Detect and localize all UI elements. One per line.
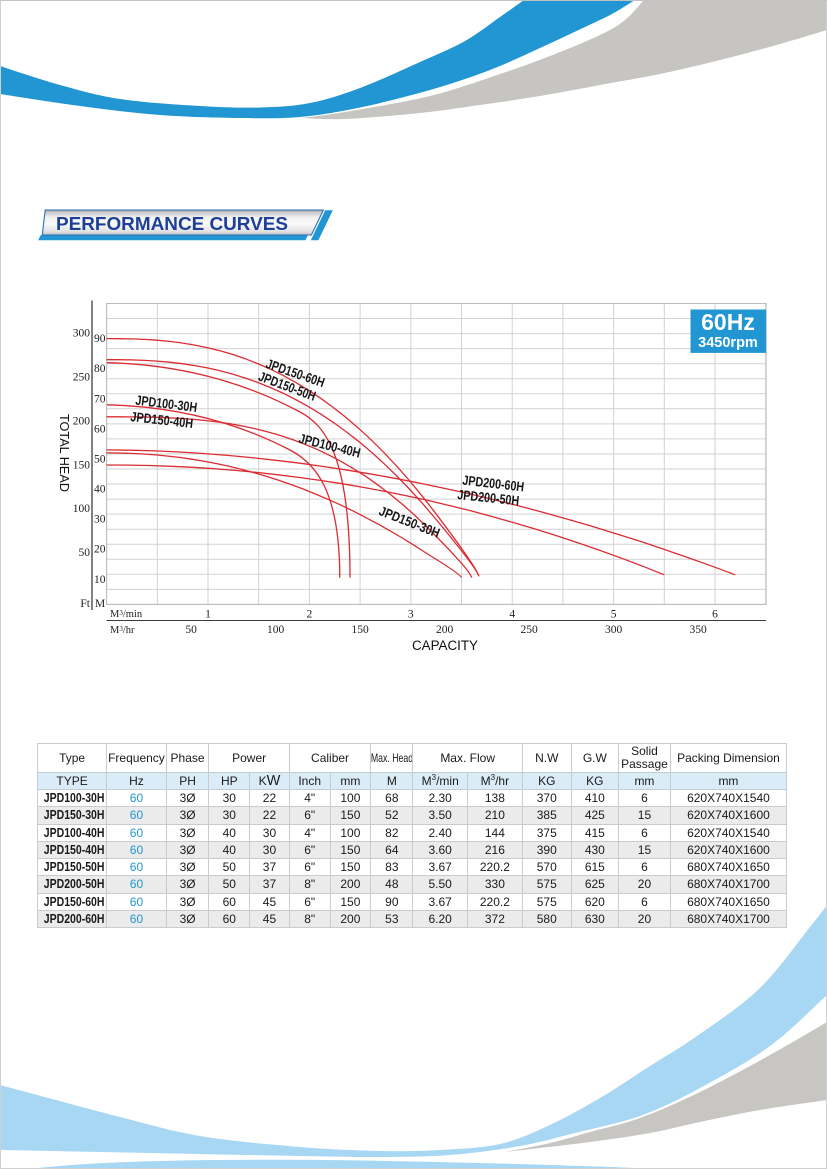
- svg-text:5: 5: [611, 609, 617, 621]
- svg-text:JPD150-40H: JPD150-40H: [130, 409, 194, 431]
- svg-text:PERFORMANCE CURVES: PERFORMANCE CURVES: [56, 213, 288, 234]
- svg-text:CAPACITY: CAPACITY: [412, 638, 478, 653]
- svg-text:M: M: [95, 598, 105, 610]
- svg-text:60Hz: 60Hz: [701, 309, 755, 335]
- svg-text:250: 250: [520, 624, 538, 636]
- svg-text:JPD100-40H: JPD100-40H: [297, 431, 362, 461]
- svg-text:60: 60: [94, 423, 106, 435]
- svg-text:2: 2: [307, 609, 313, 621]
- svg-text:Ft: Ft: [80, 598, 90, 610]
- svg-text:50: 50: [79, 547, 91, 559]
- svg-text:3: 3: [408, 609, 414, 621]
- svg-text:10: 10: [94, 574, 106, 586]
- svg-text:350: 350: [689, 624, 707, 636]
- svg-text:70: 70: [94, 393, 106, 405]
- svg-text:90: 90: [94, 333, 106, 345]
- svg-text:250: 250: [73, 372, 91, 384]
- svg-text:M3/hr: M3/hr: [110, 625, 135, 636]
- svg-text:3450rpm: 3450rpm: [698, 335, 758, 351]
- svg-text:80: 80: [94, 363, 106, 375]
- svg-text:150: 150: [73, 459, 91, 471]
- svg-text:40: 40: [94, 484, 106, 496]
- svg-text:JPD200-50H: JPD200-50H: [457, 487, 520, 508]
- svg-text:1: 1: [205, 609, 211, 621]
- svg-text:M3/min: M3/min: [110, 609, 143, 620]
- svg-text:300: 300: [73, 328, 91, 340]
- svg-text:30: 30: [94, 514, 106, 526]
- svg-text:JPD100-30H: JPD100-30H: [135, 393, 198, 415]
- svg-text:300: 300: [605, 624, 623, 636]
- svg-text:4: 4: [509, 609, 515, 621]
- svg-text:150: 150: [351, 624, 369, 636]
- svg-text:100: 100: [267, 624, 285, 636]
- svg-text:100: 100: [73, 503, 91, 515]
- svg-text:50: 50: [94, 454, 106, 466]
- svg-text:JPD200-60H: JPD200-60H: [462, 473, 525, 495]
- svg-text:6: 6: [712, 609, 718, 621]
- svg-text:200: 200: [436, 624, 454, 636]
- svg-text:TOTAL HEAD: TOTAL HEAD: [57, 414, 72, 492]
- svg-text:20: 20: [94, 544, 106, 556]
- svg-text:50: 50: [185, 624, 197, 636]
- svg-text:200: 200: [73, 415, 91, 427]
